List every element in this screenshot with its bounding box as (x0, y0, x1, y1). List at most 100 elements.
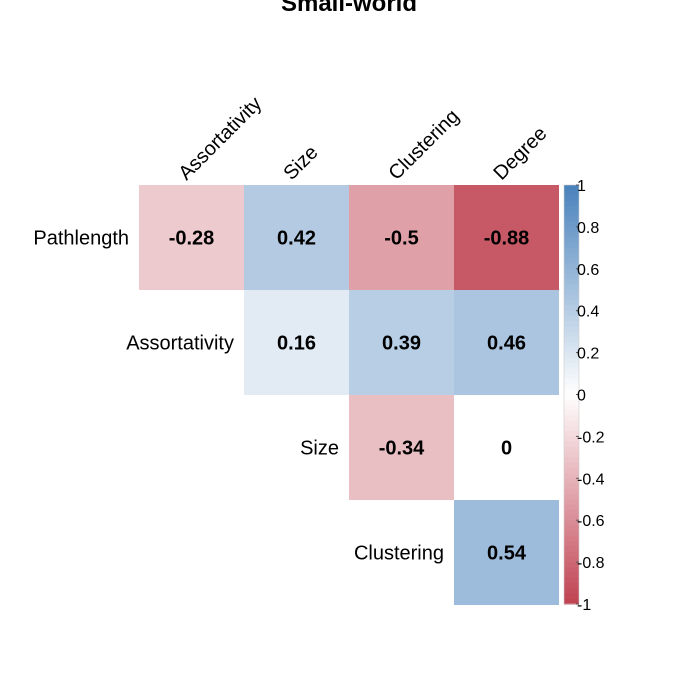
colorbar-segment (564, 567, 579, 574)
cell-value-label: -0.28 (169, 228, 215, 250)
cell-value-label: 0.54 (487, 543, 527, 565)
colorbar-tick-label: 0.6 (577, 262, 599, 279)
colorbar-tick-label: 1 (577, 178, 586, 195)
colorbar-tick-label: 0.4 (577, 304, 599, 321)
colorbar-segment (564, 331, 579, 338)
colorbar-segment (564, 274, 579, 280)
colorbar-tick-label: -0.4 (577, 471, 605, 488)
colorbar-tick-label: -0.2 (577, 429, 605, 446)
colorbar-segment (564, 404, 579, 411)
colorbar-segment (564, 588, 579, 595)
colorbar-segment (564, 200, 579, 207)
colorbar-segment (564, 394, 579, 401)
colorbar-segment (564, 546, 579, 553)
colorbar-segment (564, 284, 579, 291)
colorbar-segment (564, 384, 579, 390)
colorbar-segment (564, 268, 579, 275)
colorbar-segment (564, 572, 579, 579)
colorbar-segment (564, 509, 579, 516)
colorbar-segment (564, 530, 579, 537)
colorbar-segment (564, 363, 579, 369)
column-label: Size (279, 141, 322, 184)
cell-value-label: -0.5 (384, 228, 418, 250)
heatmap-cell (244, 290, 349, 395)
colorbar-segment (564, 441, 579, 448)
heatmap-cell (349, 185, 454, 290)
cell-value-label: 0 (501, 438, 512, 460)
colorbar-segment (564, 247, 579, 254)
colorbar-segment (564, 551, 579, 558)
colorbar-segment (564, 289, 579, 296)
colorbar-segment (564, 535, 579, 542)
colorbar-segment (564, 598, 579, 605)
row-label: Pathlength (33, 228, 129, 250)
colorbar-tick-label: 0.8 (577, 220, 599, 237)
heatmap-cell (349, 395, 454, 500)
colorbar-segment (564, 488, 579, 495)
colorbar-segment (564, 253, 579, 259)
colorbar-segment (564, 425, 579, 432)
heatmap-cell (454, 395, 559, 500)
colorbar-segment (564, 457, 579, 464)
chart-title: Small-world (281, 0, 417, 17)
colorbar-segment (564, 389, 579, 396)
colorbar-segment (564, 478, 579, 485)
colorbar-tick-label: -1 (577, 597, 591, 614)
colorbar-segment (564, 357, 579, 364)
heatmap-cell (244, 185, 349, 290)
colorbar-segment (564, 499, 579, 506)
colorbar-segment (564, 556, 579, 563)
heatmap-cell (454, 290, 559, 395)
colorbar-segment (564, 352, 579, 359)
colorbar-segment (564, 321, 579, 328)
colorbar-segment (564, 436, 579, 443)
colorbar-segment (564, 420, 579, 427)
colorbar: 1 0.8 0.6 0.4 0.2 0 -0.2 -0.4 -0.6 -0.8 -1 (563, 178, 605, 614)
colorbar-segment (564, 504, 579, 511)
colorbar-segment (564, 593, 579, 600)
colorbar-segment (564, 577, 579, 584)
colorbar-segment (564, 294, 579, 301)
colorbar-segment (564, 310, 579, 317)
colorbar-segment (564, 520, 579, 527)
colorbar-segment (564, 446, 579, 453)
colorbar-segment (564, 525, 579, 532)
colorbar-segment (564, 185, 579, 191)
row-labels: Pathlength Assortativity Size Clustering (33, 228, 444, 565)
colorbar-segment (564, 378, 579, 385)
colorbar-segment (564, 462, 579, 469)
colorbar-segment (564, 336, 579, 343)
column-labels: Assortativity Size Clustering Degree (174, 93, 551, 185)
colorbar-segment (564, 467, 579, 474)
colorbar-tick-label: 0 (577, 388, 586, 405)
colorbar-segment (564, 483, 579, 490)
heatmap-cell (454, 500, 559, 605)
colorbar-segment (564, 315, 579, 322)
colorbar-segment (564, 216, 579, 223)
cell-value-label: -0.34 (379, 438, 425, 460)
colorbar-segment (564, 399, 579, 406)
colorbar-segment (564, 494, 579, 500)
colorbar-tick-label: 0.2 (577, 346, 599, 363)
heatmap-cells: -0.28 0.42 -0.5 -0.88 0.16 0.39 0.46 -0.34 0 0.54 (139, 185, 559, 605)
colorbar-segment (564, 195, 579, 202)
colorbar-segment (564, 190, 579, 197)
colorbar-segment (564, 211, 579, 218)
colorbar-segment (564, 347, 579, 354)
colorbar-segment (564, 305, 579, 312)
colorbar-segment (564, 237, 579, 244)
colorbar-segment (564, 232, 579, 238)
colorbar-segment (564, 342, 579, 348)
colorbar-segment (564, 562, 579, 568)
colorbar-segment (564, 415, 579, 422)
colorbar-segment (564, 431, 579, 437)
cell-value-label: 0.39 (382, 333, 421, 355)
colorbar-segment (564, 258, 579, 265)
heatmap-cell (139, 185, 244, 290)
colorbar-segment (564, 279, 579, 286)
colorbar-segment (564, 410, 579, 417)
colorbar-segment (564, 263, 579, 270)
cell-value-label: -0.88 (484, 228, 530, 250)
colorbar-segment (564, 373, 579, 380)
colorbar-tick-label: -0.8 (577, 555, 605, 572)
